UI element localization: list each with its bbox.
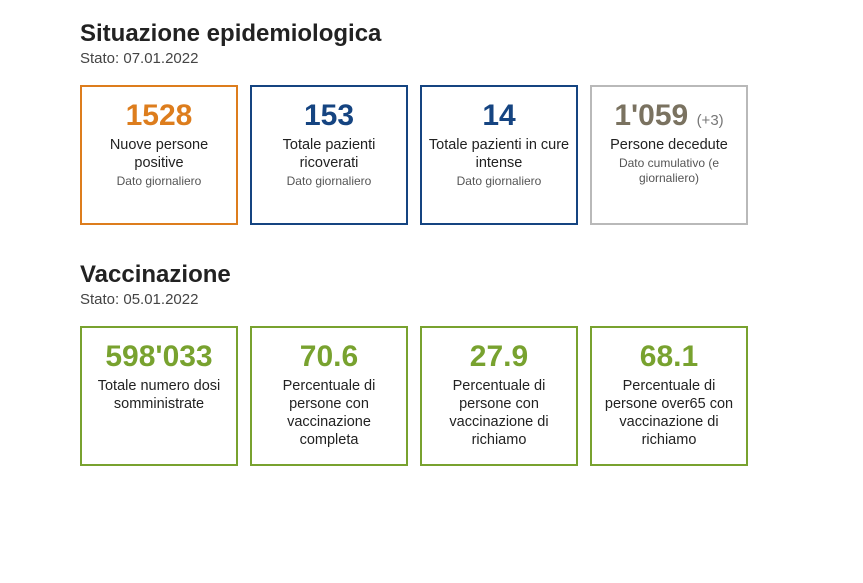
value-delta: (+3) — [697, 112, 724, 129]
card-value: 27.9 — [470, 340, 528, 373]
card-label: Percentuale di persone con vaccinazione … — [252, 377, 406, 450]
vac-cards: 598'033 Totale numero dosi somministrate… — [80, 326, 783, 466]
card-label: Percentuale di persone over65 con vaccin… — [592, 377, 746, 450]
value-number: 153 — [304, 99, 354, 132]
card-label: Totale pazienti ricoverati — [252, 136, 406, 172]
value-number: 68.1 — [640, 340, 698, 373]
vac-status: Stato: 05.01.2022 — [80, 291, 783, 308]
epi-title: Situazione epidemiologica — [80, 20, 783, 48]
value-number: 598'033 — [105, 340, 212, 373]
card-label: Totale numero dosi somministrate — [82, 377, 236, 413]
value-number: 14 — [482, 99, 515, 132]
card-pct-over65-booster: 68.1 Percentuale di persone over65 con v… — [590, 326, 748, 466]
card-sub: Dato giornaliero — [451, 174, 548, 188]
card-value: 14 — [482, 99, 515, 132]
card-hospitalized: 153 Totale pazienti ricoverati Dato gior… — [250, 85, 408, 225]
card-label: Percentuale di persone con vaccinazione … — [422, 377, 576, 450]
card-total-doses: 598'033 Totale numero dosi somministrate — [80, 326, 238, 466]
card-label: Persone decedute — [604, 136, 734, 154]
card-sub: Dato cumulativo (e giornaliero) — [592, 156, 746, 185]
card-value: 153 — [304, 99, 354, 132]
card-deaths: 1'059 (+3) Persone decedute Dato cumulat… — [590, 85, 748, 225]
card-sub: Dato giornaliero — [281, 174, 378, 188]
value-number: 70.6 — [300, 340, 358, 373]
card-value: 68.1 — [640, 340, 698, 373]
epi-section: Situazione epidemiologica Stato: 07.01.2… — [80, 20, 783, 225]
vac-title: Vaccinazione — [80, 261, 783, 289]
value-number: 27.9 — [470, 340, 528, 373]
epi-cards: 1528 Nuove persone positive Dato giornal… — [80, 85, 783, 225]
card-icu: 14 Totale pazienti in cure intense Dato … — [420, 85, 578, 225]
value-number: 1'059 — [614, 99, 688, 132]
card-new-positives: 1528 Nuove persone positive Dato giornal… — [80, 85, 238, 225]
epi-status: Stato: 07.01.2022 — [80, 50, 783, 67]
card-label: Nuove persone positive — [82, 136, 236, 172]
card-label: Totale pazienti in cure intense — [422, 136, 576, 172]
card-pct-booster: 27.9 Percentuale di persone con vaccinaz… — [420, 326, 578, 466]
card-sub: Dato giornaliero — [111, 174, 208, 188]
value-number: 1528 — [126, 99, 193, 132]
card-value: 70.6 — [300, 340, 358, 373]
card-value: 1528 — [126, 99, 193, 132]
card-value: 598'033 — [105, 340, 212, 373]
card-value: 1'059 (+3) — [614, 99, 723, 132]
vac-section: Vaccinazione Stato: 05.01.2022 598'033 T… — [80, 261, 783, 466]
card-pct-complete: 70.6 Percentuale di persone con vaccinaz… — [250, 326, 408, 466]
